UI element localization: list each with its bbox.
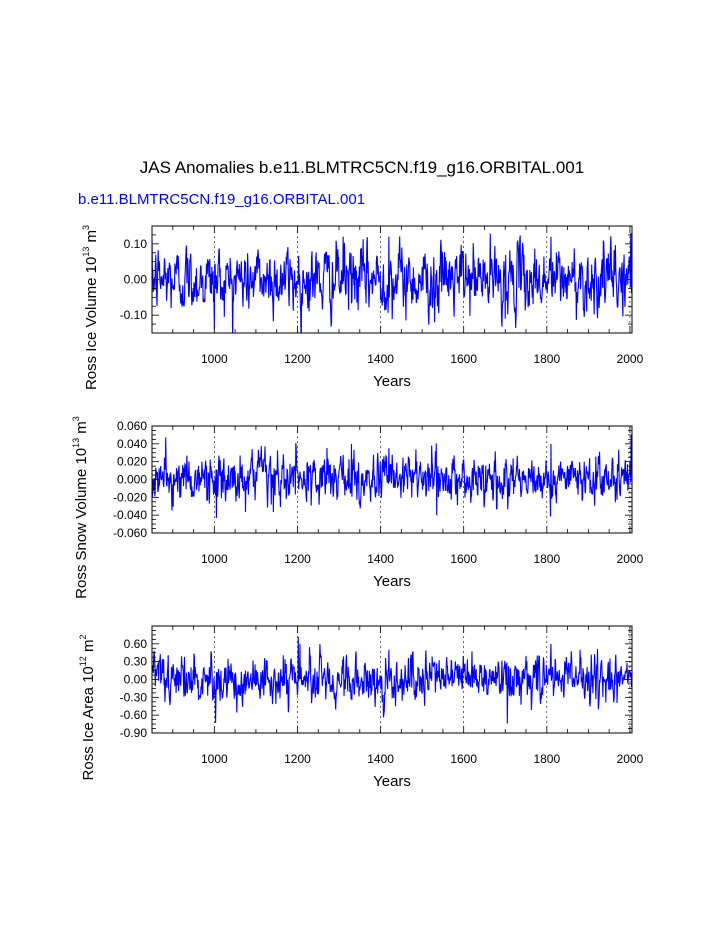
chart-panels: 1000 1200 1400 1600 1800 2000 -0.10 0.00 0.10 Yea… [71, 225, 644, 790]
x-axis-title: Years [373, 573, 411, 590]
x-tick-label: 1800 [533, 352, 560, 366]
x-tick-label: 1000 [201, 752, 228, 766]
y-tick-label: 0.60 [124, 637, 148, 651]
x-tick-label: 1600 [450, 352, 477, 366]
y-tick-label: -0.040 [113, 508, 147, 522]
x-axis-title: Years [373, 373, 411, 390]
chart-panel-2: 1000 1200 1400 1600 1800 2000 -0.060 -0.040 -0.0… [71, 416, 644, 599]
x-tick-label: 1400 [367, 352, 394, 366]
y-tick-label: 0.020 [117, 455, 147, 469]
y-tick-label: 0.00 [124, 673, 148, 687]
y-tick-label: 0.060 [117, 419, 147, 433]
x-tick-label: 2000 [617, 752, 644, 766]
y-tick-label: -0.060 [113, 526, 147, 540]
y-axis-title: Ross Ice Area 1012 m2 [78, 635, 97, 781]
x-tick-label: 1800 [533, 752, 560, 766]
figure-title: JAS Anomalies b.e11.BLMTRC5CN.f19_g16.OR… [140, 158, 584, 177]
series-line [152, 233, 632, 333]
y-tick-label: 0.00 [124, 273, 148, 287]
y-tick-label: -0.90 [120, 726, 148, 740]
y-tick-label: 0.10 [124, 237, 148, 251]
x-tick-label: 1200 [284, 352, 311, 366]
y-tick-label: -0.020 [113, 490, 147, 504]
x-tick-label: 1200 [284, 552, 311, 566]
y-tick-label: 0.000 [117, 473, 147, 487]
x-tick-label: 1200 [284, 752, 311, 766]
x-tick-label: 2000 [617, 352, 644, 366]
y-axis-title: Ross Ice Volume 1013 m3 [81, 225, 100, 390]
x-tick-label: 1000 [201, 352, 228, 366]
y-tick-label: -0.30 [120, 690, 148, 704]
x-tick-label: 1600 [450, 552, 477, 566]
chart-panel-3: 1000 1200 1400 1600 1800 2000 -0.90 -0.60 -0.30 0… [78, 625, 644, 790]
x-tick-label: 1000 [201, 552, 228, 566]
chart-panel-1: 1000 1200 1400 1600 1800 2000 -0.10 0.00 0.10 Yea… [81, 225, 644, 390]
x-tick-label: 1400 [367, 752, 394, 766]
x-tick-label: 1800 [533, 552, 560, 566]
y-tick-label: 0.30 [124, 655, 148, 669]
series-line [152, 636, 632, 724]
y-tick-label: -0.10 [120, 308, 148, 322]
y-tick-label: 0.040 [117, 437, 147, 451]
x-tick-label: 2000 [617, 552, 644, 566]
figure-subtitle: b.e11.BLMTRC5CN.f19_g16.ORBITAL.001 [78, 191, 365, 208]
x-tick-label: 1600 [450, 752, 477, 766]
y-tick-label: -0.60 [120, 708, 148, 722]
y-axis-title: Ross Snow Volume 1013 m3 [71, 416, 90, 599]
x-axis-title: Years [373, 773, 411, 790]
x-tick-label: 1400 [367, 552, 394, 566]
series-line [152, 434, 632, 518]
